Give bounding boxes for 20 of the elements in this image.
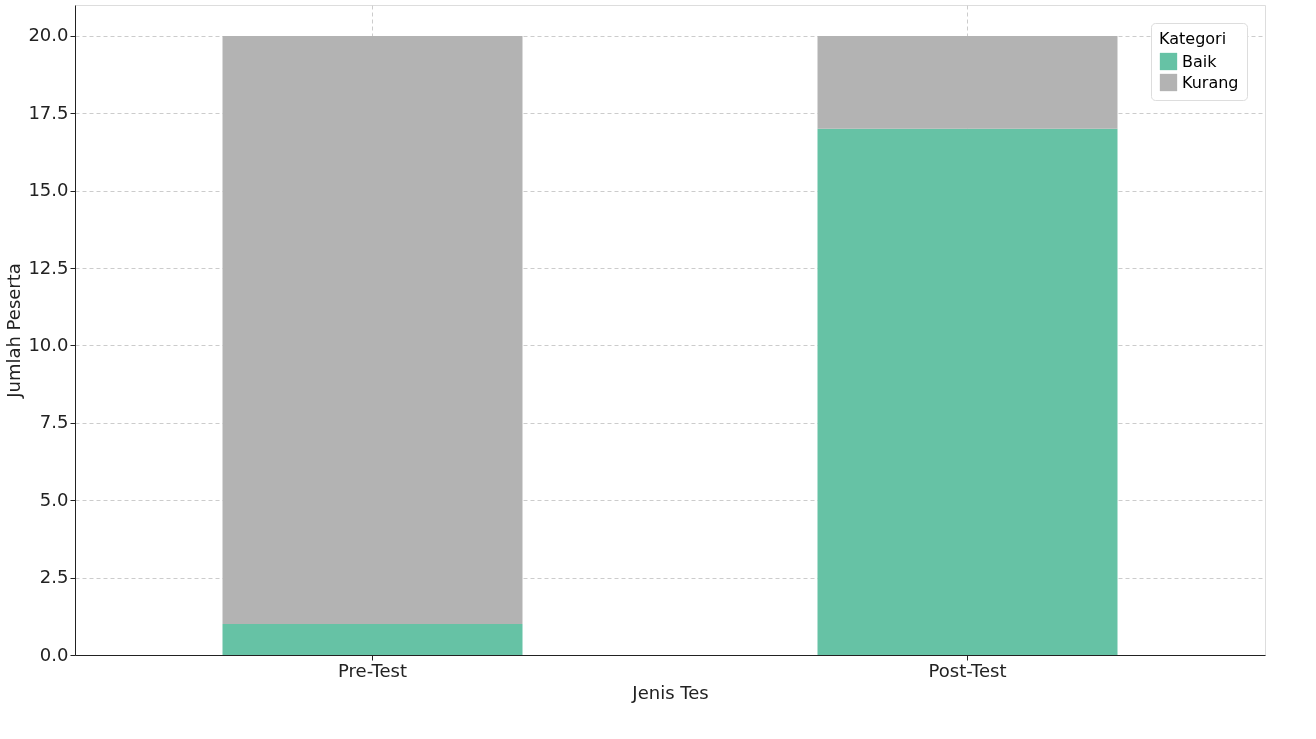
y-tick-label: 2.5 [39,566,69,588]
legend-title: Kategori [1159,29,1227,48]
x-tick-label: Post-Test [928,659,1007,681]
y-tick-label: 5.0 [39,488,69,510]
bar [817,35,1118,129]
y-tick-label: 10.0 [28,333,69,355]
bar [222,35,523,625]
y-tick-label: 0.0 [39,643,69,665]
x-tick-label: Pre-Test [338,659,407,681]
y-tick-label: 12.5 [28,256,69,278]
y-tick-label: 15.0 [28,179,69,201]
y-tick-label: 17.5 [28,101,69,123]
bar [222,624,523,655]
bar [817,128,1118,655]
y-axis-title: Jumlah Peserta [3,263,25,399]
legend-label: Baik [1182,51,1218,71]
x-axis-title: Jenis Tes [631,681,709,703]
y-tick-label: 20.0 [28,24,69,46]
y-tick-label: 7.5 [39,411,69,433]
legend-label: Kurang [1182,72,1239,92]
